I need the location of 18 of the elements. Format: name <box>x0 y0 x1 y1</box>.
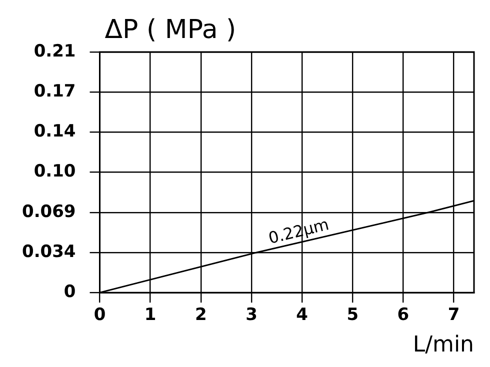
x-tick-label: 3 <box>246 305 258 326</box>
y-tick-label: 0.10 <box>34 162 76 182</box>
y-axis-title: ΔP ( MPa ) <box>104 14 236 45</box>
x-tick-label: 5 <box>346 305 359 326</box>
x-tick-label: 6 <box>397 305 410 326</box>
x-tick-label: 2 <box>194 305 207 326</box>
text: 0.22μm <box>266 214 331 248</box>
y-tick-label: 0.17 <box>34 82 76 102</box>
x-tick-label: 1 <box>144 305 156 326</box>
y-tick-label: 0 <box>64 282 76 302</box>
x-tick-label: 0 <box>94 305 106 326</box>
y-tick-label: 0.14 <box>34 122 76 142</box>
x-tick-label: 7 <box>448 305 460 326</box>
y-tick-label: 0.21 <box>34 41 76 62</box>
y-tick-label: 0.069 <box>22 202 76 222</box>
x-axis-title: L/min <box>412 332 474 358</box>
x-tick-label: 4 <box>296 305 308 326</box>
y-tick-label: 0.034 <box>22 242 76 262</box>
